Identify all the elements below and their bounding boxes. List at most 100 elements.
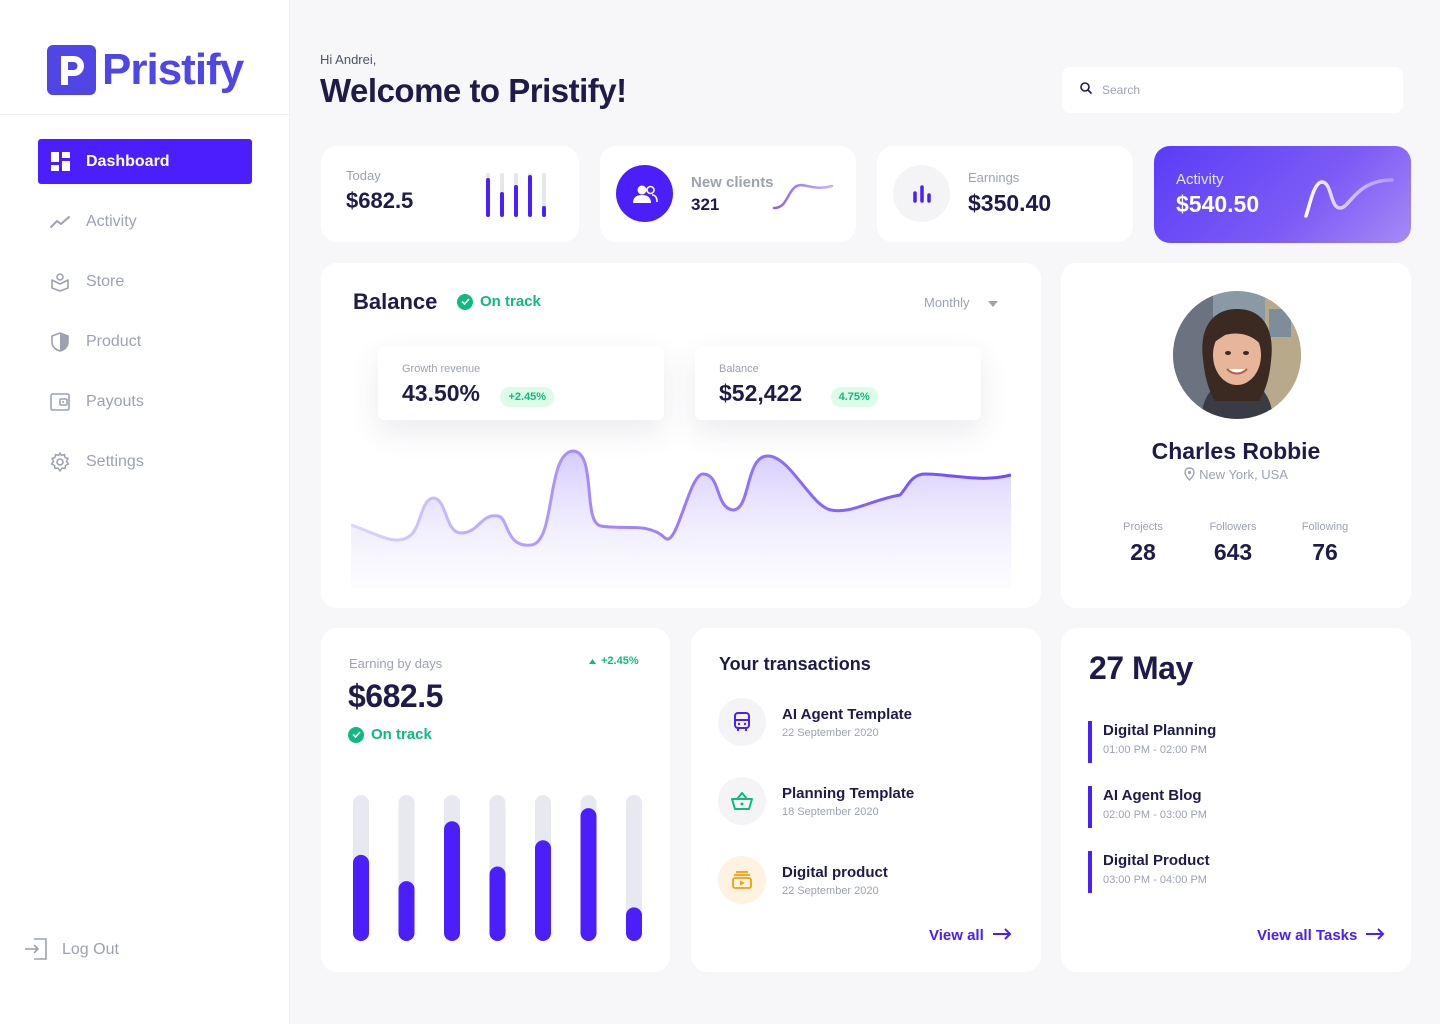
logo-mark-icon bbox=[47, 45, 96, 95]
transaction-date: 22 September 2020 bbox=[782, 884, 879, 897]
logout-button[interactable]: Log Out bbox=[24, 938, 119, 962]
view-all-label: View all Tasks bbox=[1257, 927, 1358, 944]
app-logo[interactable]: Pristify bbox=[47, 45, 244, 95]
followers-stat: Followers 643 bbox=[1188, 521, 1278, 566]
stat-label: Earnings bbox=[968, 170, 1020, 185]
following-value: 76 bbox=[1312, 539, 1338, 565]
arrow-right-icon bbox=[992, 927, 1012, 944]
earning-bar[interactable] bbox=[535, 840, 551, 941]
view-all-tasks-link[interactable]: View all Tasks bbox=[1257, 927, 1385, 944]
growth-revenue-card: Growth revenue 43.50% +2.45% bbox=[378, 346, 664, 420]
task-item[interactable]: Digital Product 03:00 PM - 04:00 PM bbox=[1088, 851, 1210, 893]
status-text: On track bbox=[371, 726, 432, 743]
task-title: AI Agent Blog bbox=[1103, 787, 1202, 804]
sidebar-divider bbox=[0, 114, 290, 115]
wallet-icon bbox=[50, 392, 70, 412]
users-icon bbox=[616, 165, 673, 222]
task-title: Digital Product bbox=[1103, 852, 1210, 869]
transactions-title: Your transactions bbox=[719, 654, 871, 674]
sidebar-item-store[interactable]: Store bbox=[38, 259, 252, 304]
stat-card-today[interactable]: Today $682.5 bbox=[321, 146, 579, 242]
sidebar-item-dashboard[interactable]: Dashboard bbox=[38, 139, 252, 184]
balance-label: Balance bbox=[719, 363, 759, 375]
check-circle-icon bbox=[348, 726, 364, 743]
sidebar-item-label: Activity bbox=[86, 212, 137, 230]
tasks-card: 27 May Digital Planning 01:00 PM - 02:00… bbox=[1061, 628, 1411, 972]
transaction-title: Planning Template bbox=[782, 784, 915, 802]
sidebar-item-payouts[interactable]: Payouts bbox=[38, 379, 252, 424]
stat-card-earnings[interactable]: Earnings $350.40 bbox=[877, 146, 1133, 242]
growth-change-badge: +2.45% bbox=[500, 386, 555, 407]
period-dropdown[interactable]: Monthly bbox=[924, 295, 998, 310]
sparkline-icon bbox=[772, 183, 834, 210]
sidebar-item-label: Settings bbox=[86, 452, 144, 470]
growth-value: 43.50% bbox=[402, 380, 481, 406]
following-stat: Following 76 bbox=[1280, 521, 1370, 566]
avatar[interactable] bbox=[1173, 291, 1301, 419]
earning-value: $682.5 bbox=[348, 678, 443, 714]
profile-card: Charles Robbie New York, USA Projects 28… bbox=[1061, 263, 1411, 608]
sidebar: Pristify Dashboard Activity Store Produ bbox=[0, 0, 290, 1024]
bus-icon bbox=[718, 698, 766, 746]
arrow-right-icon bbox=[1365, 927, 1385, 944]
media-icon bbox=[718, 856, 766, 904]
logout-label: Log Out bbox=[62, 941, 119, 958]
balance-value: $52,422 bbox=[719, 380, 803, 406]
task-time: 03:00 PM - 04:00 PM bbox=[1103, 874, 1207, 886]
logout-icon bbox=[24, 938, 48, 962]
transaction-title: AI Agent Template bbox=[782, 705, 913, 723]
status-badge: On track bbox=[457, 293, 541, 310]
profile-location: New York, USA bbox=[1061, 467, 1411, 484]
dashboard-icon bbox=[50, 152, 70, 172]
shield-icon bbox=[50, 331, 70, 352]
view-all-label: View all bbox=[929, 927, 984, 944]
transaction-date: 18 September 2020 bbox=[782, 805, 879, 818]
earning-card: Earning by days +2.45% $682.5 On track bbox=[321, 628, 670, 972]
balance-area-chart bbox=[351, 449, 1011, 588]
balance-card: Balance On track Monthly Growth revenue … bbox=[321, 263, 1041, 608]
task-item[interactable]: AI Agent Blog 02:00 PM - 03:00 PM bbox=[1088, 786, 1207, 828]
sidebar-item-activity[interactable]: Activity bbox=[38, 199, 252, 244]
task-item[interactable]: Digital Planning 01:00 PM - 02:00 PM bbox=[1088, 721, 1216, 763]
sidebar-item-settings[interactable]: Settings bbox=[38, 439, 252, 484]
balance-summary-card: Balance $52,422 4.75% bbox=[695, 346, 981, 420]
earning-bar[interactable] bbox=[353, 854, 369, 941]
sidebar-item-product[interactable]: Product bbox=[38, 319, 252, 364]
page-title: Welcome to Pristify! bbox=[320, 72, 627, 109]
avatar-image bbox=[1173, 291, 1301, 419]
stat-label: New clients bbox=[691, 174, 774, 191]
stat-card-activity[interactable]: Activity $540.50 bbox=[1154, 146, 1411, 243]
search-bar bbox=[1062, 67, 1403, 113]
balance-title: Balance bbox=[353, 289, 438, 314]
earning-bar-chart bbox=[353, 795, 642, 941]
bar-track bbox=[626, 795, 642, 941]
earning-bar[interactable] bbox=[626, 907, 642, 941]
transaction-item[interactable]: AI Agent Template 22 September 2020 bbox=[718, 698, 912, 746]
task-time: 01:00 PM - 02:00 PM bbox=[1103, 744, 1207, 756]
transaction-title: Digital product bbox=[782, 863, 888, 881]
following-label: Following bbox=[1301, 521, 1349, 533]
earning-bar[interactable] bbox=[489, 866, 506, 941]
mini-bar-chart-icon bbox=[486, 173, 546, 217]
transaction-item[interactable]: Digital product 22 September 2020 bbox=[718, 856, 888, 904]
earning-bar[interactable] bbox=[444, 821, 460, 941]
check-circle-icon bbox=[457, 293, 473, 310]
task-title: Digital Planning bbox=[1103, 722, 1217, 739]
sidebar-item-label: Product bbox=[86, 332, 142, 350]
stat-value: 321 bbox=[691, 195, 720, 214]
stat-card-new-clients[interactable]: New clients 321 bbox=[600, 146, 856, 242]
view-all-transactions-link[interactable]: View all bbox=[929, 927, 1012, 944]
earning-bar[interactable] bbox=[580, 808, 597, 941]
earning-change-text: +2.45% bbox=[601, 655, 639, 667]
chevron-down-icon bbox=[987, 295, 998, 310]
status-text: On track bbox=[480, 293, 541, 310]
earning-change: +2.45% bbox=[589, 655, 639, 667]
earning-bar[interactable] bbox=[398, 881, 415, 941]
followers-value: 643 bbox=[1213, 539, 1253, 565]
stat-value: $540.50 bbox=[1176, 191, 1260, 217]
basket-icon bbox=[718, 777, 766, 825]
stat-value: $682.5 bbox=[346, 188, 414, 213]
search-icon bbox=[1080, 81, 1092, 99]
transaction-item[interactable]: Planning Template 18 September 2020 bbox=[718, 777, 914, 825]
search-input[interactable] bbox=[1102, 83, 1382, 97]
